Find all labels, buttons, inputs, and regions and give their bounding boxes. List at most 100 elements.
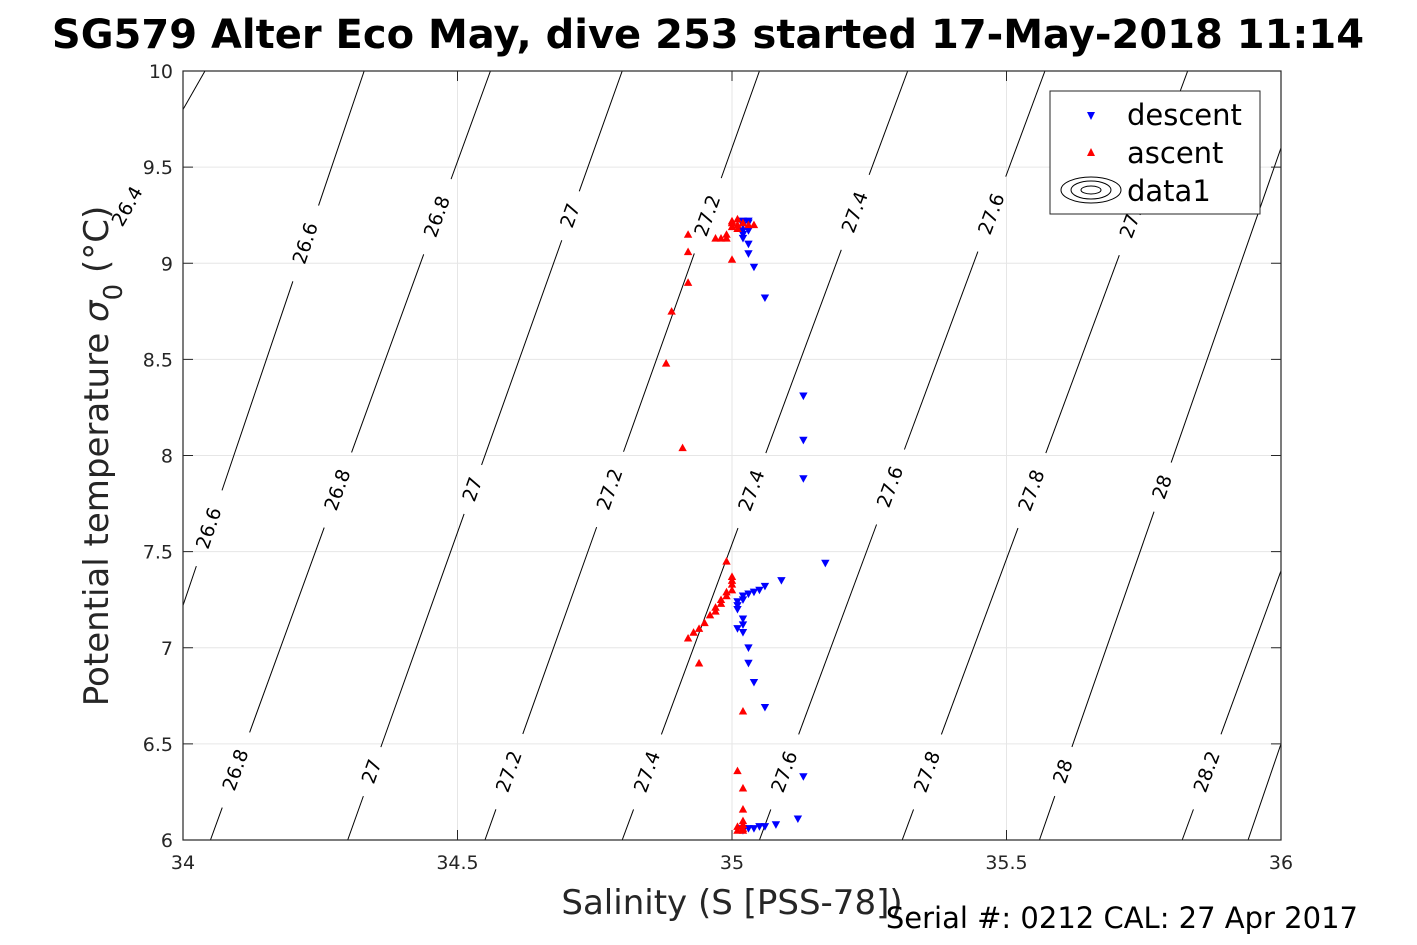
- ascent-point: [711, 607, 720, 615]
- legend-data1-label: data1: [1127, 174, 1211, 208]
- descent-point: [821, 559, 830, 568]
- y-axis-label-symbol: σ: [77, 299, 117, 322]
- descent-point: [744, 240, 753, 249]
- contour-line-26-6: [318, 71, 365, 206]
- x-tick-label: 34: [171, 852, 195, 874]
- y-axis-label-sub: 0: [99, 284, 129, 301]
- ascent-point: [733, 224, 742, 233]
- descent-point: [738, 615, 748, 624]
- ascent-point: [722, 591, 731, 600]
- descent-point: [799, 773, 808, 781]
- contour-line-27-6: [903, 251, 979, 450]
- ascent-point: [733, 822, 742, 830]
- legend-descent-marker: [1087, 112, 1095, 120]
- contour-line-27-8: [901, 809, 915, 840]
- descent-point: [744, 590, 753, 599]
- descent-point: [738, 231, 748, 239]
- contour-line-28-4: [1247, 743, 1281, 840]
- descent-point: [733, 605, 742, 614]
- contour-line-28: [1071, 511, 1155, 748]
- ascent-point: [667, 307, 676, 315]
- y-tick-label: 6.5: [143, 734, 173, 756]
- descent-point: [749, 588, 759, 597]
- ascent-point: [733, 214, 742, 223]
- ascent-point: [689, 628, 698, 636]
- descent-point: [738, 234, 748, 243]
- ascent-point: [694, 658, 704, 667]
- x-axis-label: Salinity (S [PSS-78]): [561, 883, 902, 923]
- contour-line-27-2: [623, 253, 695, 452]
- ascent-point: [727, 218, 737, 227]
- contour-line-27-4: [621, 809, 635, 840]
- chart-title: SG579 Alter Eco May, dive 253 started 17…: [52, 12, 1364, 58]
- legend: descent ascent data1: [1049, 90, 1261, 215]
- legend-ascent-marker: [1087, 148, 1095, 156]
- descent-point: [799, 392, 808, 401]
- contour-line-27: [347, 795, 364, 840]
- ascent-point: [727, 576, 737, 584]
- axis-ticks: 34 34.5 35 35.5 36 6 6.5 7 7.5 8 8.5 9 9.5 10: [143, 61, 1293, 874]
- ascent-point: [722, 230, 731, 238]
- ascent-point: [738, 816, 748, 825]
- contour-line-27-8: [940, 527, 1019, 735]
- legend-descent-label: descent: [1127, 98, 1242, 132]
- descent-point: [733, 602, 742, 610]
- ascent-point: [716, 234, 726, 242]
- ascent-point: [683, 230, 693, 238]
- descent-point: [744, 227, 753, 235]
- contour-line-27-2: [720, 71, 760, 179]
- contour-line-28: [1170, 147, 1281, 463]
- legend-ascent-label: ascent: [1127, 136, 1223, 170]
- contour-line-27-4: [765, 249, 842, 454]
- descent-point: [738, 629, 748, 637]
- legend-box: [1049, 90, 1261, 215]
- contour-line-27: [380, 513, 465, 748]
- series-descent: [733, 217, 830, 835]
- descent-point: [738, 621, 748, 629]
- ascent-point: [727, 585, 737, 594]
- descent-point: [799, 436, 808, 445]
- descent-point: [738, 596, 748, 604]
- y-tick-label: 6: [161, 830, 173, 852]
- y-tick-label: 7.5: [143, 542, 173, 564]
- ascent-point: [727, 572, 737, 580]
- contour-line-26-8: [209, 807, 223, 840]
- y-tick-label: 9.5: [143, 157, 173, 179]
- ascent-point: [738, 805, 748, 813]
- contour-line-26-6: [221, 281, 294, 491]
- descent-point: [733, 598, 742, 606]
- y-tick-label: 10: [149, 61, 173, 83]
- descent-point: [744, 250, 753, 258]
- ascent-point: [711, 603, 720, 611]
- descent-point: [744, 659, 753, 668]
- descent-point: [738, 592, 748, 601]
- ascent-point: [722, 557, 731, 565]
- ascent-point: [683, 633, 693, 642]
- x-tick-label: 35: [720, 852, 744, 874]
- ascent-point: [738, 826, 748, 834]
- y-tick-label: 7: [161, 638, 173, 660]
- contour-line-28-2: [1181, 809, 1194, 840]
- ascent-point: [683, 278, 693, 286]
- x-tick-label: 36: [1269, 852, 1293, 874]
- descent-point: [749, 678, 759, 687]
- contour-line-26-6: [183, 565, 197, 606]
- ascent-point: [738, 820, 748, 828]
- ascent-point: [738, 218, 748, 227]
- footer-serial-cal: Serial #: 0212 CAL: 27 Apr 2017: [886, 901, 1358, 935]
- descent-point: [760, 703, 770, 712]
- descent-point: [733, 625, 742, 633]
- descent-point: [755, 823, 764, 831]
- ascent-point: [722, 587, 731, 596]
- y-axis-label-unit: (°C): [77, 206, 117, 284]
- contour-line-26-8: [450, 71, 491, 180]
- ascent-point: [716, 595, 726, 604]
- ascent-point: [705, 610, 715, 619]
- descent-point: [777, 577, 786, 585]
- series-ascent: [661, 214, 759, 834]
- contour-line-27-2: [522, 526, 598, 735]
- ascent-point: [733, 220, 742, 229]
- descent-point: [793, 815, 803, 824]
- y-tick-label: 8.5: [143, 349, 173, 371]
- descent-point: [760, 294, 770, 303]
